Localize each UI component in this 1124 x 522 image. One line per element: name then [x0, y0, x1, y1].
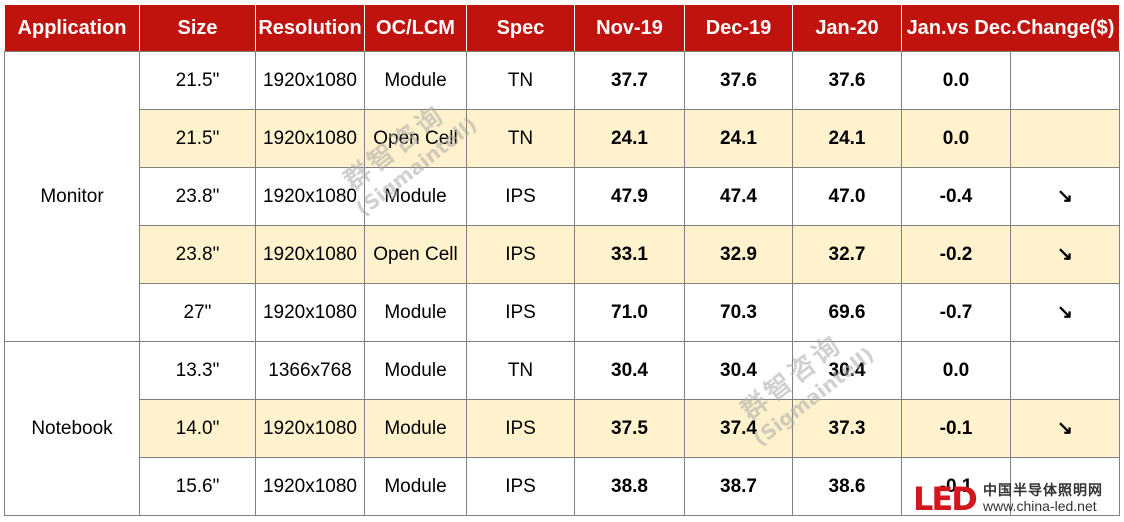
logo-mark: LED — [913, 480, 978, 518]
table-row: 21.5" 1920x1080 Open Cell TN 24.1 24.1 24.1 0.0 — [5, 109, 1120, 168]
size-cell: 23.8" — [139, 225, 256, 284]
size-cell: 21.5" — [139, 109, 256, 168]
oc-lcm-cell: Module — [364, 51, 467, 110]
size-cell: 21.5" — [139, 51, 256, 110]
dec19-price-cell: 37.6 — [684, 51, 793, 110]
jan20-price-cell: 38.6 — [792, 457, 902, 516]
table-row: 15.6" 1920x1080 Module IPS 38.8 38.7 38.6 -0.1 — [5, 457, 1120, 516]
trend-arrow-icon: ↘ — [1010, 283, 1120, 342]
spec-cell: IPS — [466, 457, 575, 516]
column-header: Jan-20 — [792, 4, 902, 52]
change-cell: 0.0 — [901, 109, 1011, 168]
resolution-cell: 1920x1080 — [255, 225, 365, 284]
spec-cell: TN — [466, 51, 575, 110]
table-row: Monitor 21.5" 1920x1080 Module TN 37.7 37.6 37.… — [4, 51, 1120, 342]
dec19-price-cell: 24.1 — [684, 109, 793, 168]
column-header: OC/LCM — [364, 4, 467, 52]
change-cell: -0.1 — [901, 399, 1011, 458]
column-header: Resolution — [255, 4, 365, 52]
nov19-price-cell: 38.8 — [574, 457, 685, 516]
oc-lcm-cell: Module — [364, 341, 467, 400]
spec-cell: IPS — [466, 283, 575, 342]
dec19-price-cell: 32.9 — [684, 225, 793, 284]
nov19-price-cell: 30.4 — [574, 341, 685, 400]
table-body: Monitor 21.5" 1920x1080 Module TN 37.7 37.6 37.… — [4, 51, 1120, 516]
dec19-price-cell: 47.4 — [684, 167, 793, 226]
jan20-price-cell: 47.0 — [792, 167, 902, 226]
spec-cell: TN — [466, 109, 575, 168]
spec-cell: IPS — [466, 167, 575, 226]
nov19-price-cell: 71.0 — [574, 283, 685, 342]
oc-lcm-cell: Open Cell — [364, 225, 467, 284]
jan20-price-cell: 37.3 — [792, 399, 902, 458]
dec19-price-cell: 38.7 — [684, 457, 793, 516]
trend-arrow-icon: ↘ — [1010, 167, 1120, 226]
change-cell: 0.0 — [901, 341, 1011, 400]
resolution-cell: 1920x1080 — [255, 51, 365, 110]
column-header: Spec — [466, 4, 575, 52]
trend-arrow-icon — [1010, 51, 1120, 110]
resolution-cell: 1366x768 — [255, 341, 365, 400]
trend-arrow-icon — [1010, 341, 1120, 400]
table-row: 23.8" 1920x1080 Module IPS 47.9 47.4 47.0 -0.4 ↘ — [5, 167, 1120, 226]
jan20-price-cell: 30.4 — [792, 341, 902, 400]
trend-arrow-icon — [1010, 109, 1120, 168]
table-header-row: Application Size Resolution OC/LCM Spec Nov-1… — [4, 4, 1120, 52]
size-cell: 13.3" — [139, 341, 256, 400]
change-cell: -0.1 — [901, 457, 1011, 516]
nov19-price-cell: 24.1 — [574, 109, 685, 168]
trend-arrow-icon: ↘ — [1010, 399, 1120, 458]
size-cell: 27" — [139, 283, 256, 342]
table-row: 14.0" 1920x1080 Module IPS 37.5 37.4 37.3 -0.1 ↘ — [5, 399, 1120, 458]
nov19-price-cell: 47.9 — [574, 167, 685, 226]
column-header: Jan.vs Dec.Change($) — [901, 4, 1120, 52]
size-cell: 23.8" — [139, 167, 256, 226]
table-row: Notebook 13.3" 1366x768 Module TN 30.4 30.4 30.… — [4, 341, 1120, 516]
oc-lcm-cell: Open Cell — [364, 109, 467, 168]
resolution-cell: 1920x1080 — [255, 167, 365, 226]
china-led-logo: LED 中国半导体照明网 www.china-led.net — [913, 478, 1118, 518]
table-row: 23.8" 1920x1080 Open Cell IPS 33.1 32.9 32.7 -0… — [5, 225, 1120, 284]
oc-lcm-cell: Module — [364, 167, 467, 226]
column-header: Dec-19 — [684, 4, 793, 52]
dec19-price-cell: 37.4 — [684, 399, 793, 458]
application-cell: Notebook — [4, 341, 140, 516]
resolution-cell: 1920x1080 — [255, 109, 365, 168]
oc-lcm-cell: Module — [364, 457, 467, 516]
logo-site-url: www.china-led.net — [983, 498, 1097, 514]
trend-arrow-icon: ↘ — [1010, 225, 1120, 284]
oc-lcm-cell: Module — [364, 399, 467, 458]
change-cell: -0.7 — [901, 283, 1011, 342]
column-header: Application — [4, 4, 140, 52]
nov19-price-cell: 33.1 — [574, 225, 685, 284]
nov19-price-cell: 37.7 — [574, 51, 685, 110]
table-row: 27" 1920x1080 Module IPS 71.0 70.3 69.6 -0.7 ↘ — [5, 283, 1120, 342]
resolution-cell: 1920x1080 — [255, 399, 365, 458]
oc-lcm-cell: Module — [364, 283, 467, 342]
size-cell: 15.6" — [139, 457, 256, 516]
spec-cell: TN — [466, 341, 575, 400]
dec19-price-cell: 30.4 — [684, 341, 793, 400]
change-cell: -0.2 — [901, 225, 1011, 284]
resolution-cell: 1920x1080 — [255, 457, 365, 516]
spec-cell: IPS — [466, 399, 575, 458]
nov19-price-cell: 37.5 — [574, 399, 685, 458]
jan20-price-cell: 69.6 — [792, 283, 902, 342]
dec19-price-cell: 70.3 — [684, 283, 793, 342]
jan20-price-cell: 24.1 — [792, 109, 902, 168]
application-cell: Monitor — [4, 51, 140, 342]
trend-arrow-icon — [1010, 457, 1120, 516]
size-cell: 14.0" — [139, 399, 256, 458]
column-header: Nov-19 — [574, 4, 685, 52]
panel-price-table: Application Size Resolution OC/LCM Spec Nov-1… — [4, 4, 1120, 516]
logo-site-name: 中国半导体照明网 — [983, 483, 1103, 499]
spec-cell: IPS — [466, 225, 575, 284]
resolution-cell: 1920x1080 — [255, 283, 365, 342]
column-header: Size — [139, 4, 256, 52]
jan20-price-cell: 32.7 — [792, 225, 902, 284]
change-cell: -0.4 — [901, 167, 1011, 226]
jan20-price-cell: 37.6 — [792, 51, 902, 110]
change-cell: 0.0 — [901, 51, 1011, 110]
